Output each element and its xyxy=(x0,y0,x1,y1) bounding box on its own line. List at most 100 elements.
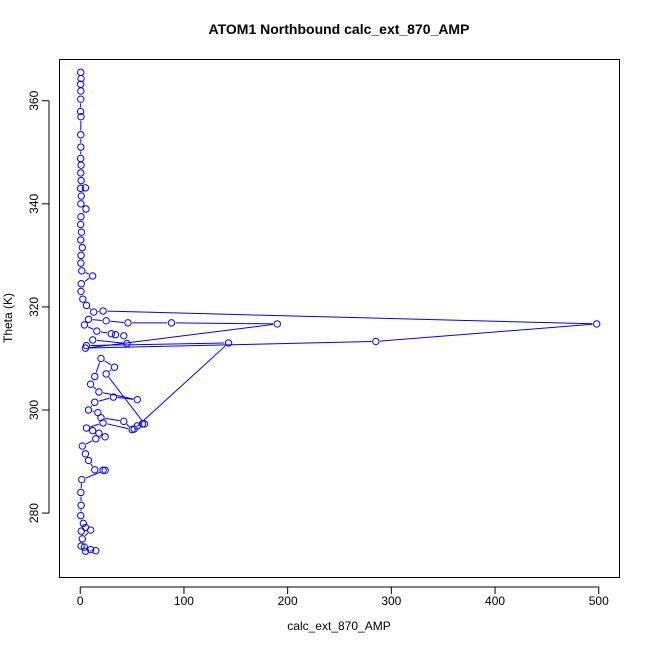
data-point xyxy=(88,426,97,435)
data-point xyxy=(77,161,85,169)
data-point xyxy=(77,169,85,177)
data-point xyxy=(77,74,85,83)
data-point xyxy=(84,406,93,414)
data-point xyxy=(76,184,85,193)
series-segment xyxy=(84,277,90,282)
data-point xyxy=(123,339,131,348)
data-point xyxy=(76,154,85,163)
y-tick-label: 360 xyxy=(27,90,41,110)
data-point xyxy=(78,442,87,450)
data-point xyxy=(77,68,85,77)
data-point xyxy=(82,424,91,432)
series-segment xyxy=(90,423,100,428)
data-point xyxy=(138,420,147,428)
data-point xyxy=(124,319,132,327)
data-point xyxy=(84,315,93,323)
data-point xyxy=(91,466,99,474)
x-tick-label: 100 xyxy=(174,594,194,608)
data-point xyxy=(80,543,89,551)
x-axis: 0 100 200 300 400 500 xyxy=(77,586,609,608)
x-tick-label: 0 xyxy=(77,594,84,608)
data-point xyxy=(133,422,141,430)
series-segment xyxy=(136,345,226,427)
data-point xyxy=(273,320,281,328)
data-point xyxy=(77,259,85,267)
data-point xyxy=(101,433,109,441)
data-point xyxy=(81,450,90,458)
data-point xyxy=(76,220,85,229)
data-point xyxy=(99,466,107,474)
y-tick-label: 300 xyxy=(27,400,41,420)
data-point xyxy=(107,330,116,338)
series-segment xyxy=(98,397,110,402)
data-point xyxy=(77,511,85,520)
data-point xyxy=(77,251,85,260)
data-point xyxy=(88,336,97,344)
data-point xyxy=(95,388,103,396)
series-segment xyxy=(107,423,129,430)
series-segment xyxy=(90,342,225,346)
data-point xyxy=(81,184,90,192)
data-point xyxy=(102,317,110,325)
data-point xyxy=(77,200,85,208)
data-point xyxy=(82,205,90,213)
data-point xyxy=(97,354,105,363)
data-point xyxy=(77,280,85,288)
series-segment xyxy=(109,369,112,372)
data-point xyxy=(99,307,107,315)
series-segment xyxy=(379,323,593,342)
data-point xyxy=(133,395,141,404)
data-point xyxy=(78,243,87,252)
data-point xyxy=(77,542,85,550)
data-point xyxy=(77,488,85,497)
x-axis-label: calc_ext_870_AMP xyxy=(287,619,390,633)
series-segment xyxy=(84,532,89,537)
data-point xyxy=(79,519,88,528)
data-point xyxy=(120,417,128,426)
data-point xyxy=(77,143,85,151)
series-segment xyxy=(95,362,101,373)
series-segment xyxy=(108,376,143,421)
data-point xyxy=(92,435,100,443)
data-point xyxy=(167,319,176,327)
data-point xyxy=(78,535,87,543)
y-tick-label: 280 xyxy=(27,503,41,523)
data-point xyxy=(77,87,85,95)
series-segment xyxy=(104,360,112,366)
data-point xyxy=(90,308,98,316)
y-axis-label: Theta (K) xyxy=(1,293,15,343)
series-segment xyxy=(89,307,91,310)
data-point xyxy=(109,393,118,401)
data-point xyxy=(86,526,95,534)
series-segment xyxy=(92,319,103,321)
series-segment xyxy=(105,417,120,422)
data-point xyxy=(99,419,107,427)
data-point xyxy=(102,370,110,378)
data-point xyxy=(92,546,100,555)
x-tick-label: 300 xyxy=(381,594,401,608)
series-segment xyxy=(175,322,274,325)
chart-title: ATOM1 Northbound calc_ext_870_AMP xyxy=(209,21,470,37)
data-point xyxy=(77,527,85,535)
x-tick-label: 200 xyxy=(278,594,298,608)
data-point xyxy=(77,213,85,221)
data-point xyxy=(81,547,90,555)
data-point xyxy=(77,228,86,236)
data-point xyxy=(86,380,95,388)
series-segment xyxy=(126,423,130,427)
data-point xyxy=(91,398,99,406)
series-line xyxy=(80,103,593,552)
data-point xyxy=(111,331,120,339)
y-tick-label: 320 xyxy=(27,297,41,317)
data-point xyxy=(95,429,103,437)
y-tick-label: 340 xyxy=(27,193,41,213)
data-point xyxy=(82,341,91,350)
data-point xyxy=(82,301,91,310)
series-segment xyxy=(93,386,97,390)
data-point xyxy=(77,236,85,244)
series-segment xyxy=(100,331,108,334)
data-point xyxy=(77,287,85,296)
data-point xyxy=(140,420,149,428)
series-segment xyxy=(117,397,134,400)
data-point xyxy=(78,475,86,484)
